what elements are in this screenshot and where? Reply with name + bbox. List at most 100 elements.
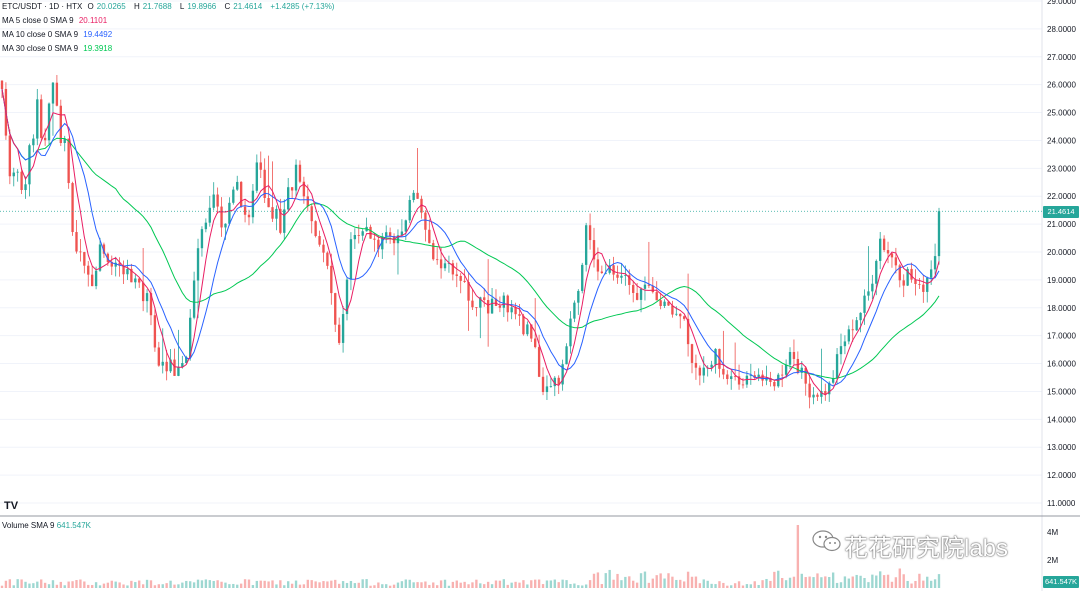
ma10-label: MA 10 close 0 SMA 9 bbox=[2, 30, 79, 39]
price-tick-label: 12.0000 bbox=[1047, 471, 1076, 480]
volume-bar bbox=[710, 583, 713, 588]
ma30-label: MA 30 close 0 SMA 9 bbox=[2, 44, 79, 53]
volume-bar bbox=[239, 583, 243, 588]
candle-body bbox=[914, 279, 917, 284]
price-tick-label: 14.0000 bbox=[1047, 415, 1076, 424]
volume-bar bbox=[816, 573, 819, 588]
candle-body bbox=[675, 313, 678, 315]
volume-bar bbox=[392, 584, 396, 588]
volume-bar bbox=[722, 582, 725, 588]
candle-body bbox=[20, 171, 23, 191]
candle-body bbox=[345, 279, 349, 315]
volume-bar bbox=[882, 575, 886, 588]
volume-bar bbox=[561, 579, 564, 588]
volume-bar bbox=[79, 579, 82, 588]
volume-bar bbox=[337, 583, 341, 588]
price-tick-label: 24.0000 bbox=[1047, 136, 1076, 145]
volume-bar bbox=[632, 580, 635, 588]
candle-body bbox=[604, 272, 607, 274]
volume-bar bbox=[545, 580, 549, 588]
volume-bar bbox=[290, 583, 294, 588]
candle-body bbox=[882, 238, 886, 251]
volume-bar bbox=[479, 583, 482, 588]
volume-bar bbox=[855, 574, 858, 588]
candle-body bbox=[141, 282, 145, 302]
ma30-legend[interactable]: MA 30 close 0 SMA 9 19.3918 bbox=[2, 44, 115, 54]
candle-body bbox=[518, 314, 521, 316]
candle-body bbox=[236, 181, 239, 190]
candle-body bbox=[455, 274, 458, 276]
candle-body bbox=[522, 315, 525, 335]
candle-body bbox=[929, 269, 933, 278]
volume-bar bbox=[526, 584, 529, 588]
candle-body bbox=[588, 225, 592, 241]
volume-bar bbox=[694, 576, 698, 588]
volume-label: Volume SMA 9 bbox=[2, 521, 55, 530]
candle-body bbox=[0, 80, 4, 89]
candle-body bbox=[863, 295, 866, 313]
candle-body bbox=[75, 232, 78, 252]
ma5-legend[interactable]: MA 5 close 0 SMA 9 20.1101 bbox=[2, 16, 110, 26]
candle-body bbox=[628, 275, 631, 285]
candle-body bbox=[16, 171, 19, 173]
volume-bar bbox=[624, 576, 627, 588]
candle-body bbox=[565, 346, 568, 365]
candle-body bbox=[283, 209, 286, 233]
candle-body bbox=[745, 375, 749, 385]
volume-bar bbox=[781, 578, 784, 588]
volume-bar bbox=[824, 576, 827, 588]
candle-body bbox=[871, 283, 874, 292]
candle-body bbox=[149, 293, 153, 316]
candle-body bbox=[404, 220, 407, 232]
volume-bar bbox=[126, 585, 129, 588]
volume-bar bbox=[604, 573, 607, 588]
volume-bar bbox=[671, 576, 674, 588]
ma10-legend[interactable]: MA 10 close 0 SMA 9 19.4492 bbox=[2, 30, 115, 40]
volume-bar bbox=[902, 574, 905, 588]
candle-body bbox=[298, 164, 302, 182]
volume-bar bbox=[592, 573, 596, 588]
volume-tick-label: 2M bbox=[1047, 556, 1058, 565]
candle-body bbox=[620, 275, 623, 278]
volume-bar bbox=[47, 584, 51, 588]
candle-body bbox=[12, 172, 15, 177]
candle-body bbox=[847, 329, 851, 342]
candle-body bbox=[388, 232, 392, 237]
candle-body bbox=[467, 281, 470, 301]
volume-bar bbox=[714, 584, 717, 588]
volume-bar bbox=[753, 581, 756, 588]
volume-tick-label: 4M bbox=[1047, 528, 1058, 537]
volume-bar bbox=[349, 580, 353, 588]
candle-body bbox=[314, 221, 317, 237]
volume-bar bbox=[706, 580, 709, 588]
candle-body bbox=[416, 192, 419, 199]
candle-body bbox=[788, 351, 792, 365]
candle-body bbox=[192, 280, 196, 318]
candle-body bbox=[690, 344, 694, 363]
tradingview-logo-icon[interactable]: TV bbox=[4, 500, 19, 512]
volume-bar bbox=[365, 579, 368, 588]
candle-body bbox=[471, 300, 474, 308]
volume-bar bbox=[769, 580, 772, 588]
symbol-title[interactable]: ETC/USDT · 1D · HTX bbox=[2, 2, 83, 11]
volume-bar bbox=[118, 582, 121, 588]
candle-body bbox=[200, 229, 204, 249]
candle-body bbox=[886, 250, 890, 254]
volume-legend[interactable]: Volume SMA 9 641.547K bbox=[2, 521, 91, 530]
candle-body bbox=[169, 359, 172, 372]
candle-body bbox=[232, 189, 235, 203]
candle-body bbox=[55, 82, 59, 106]
candle-body bbox=[216, 194, 219, 207]
volume-bars bbox=[0, 525, 941, 588]
candle-body bbox=[851, 329, 854, 331]
candle-body bbox=[412, 192, 415, 200]
candle-body bbox=[804, 367, 807, 384]
candle-body bbox=[63, 138, 66, 144]
candle-body bbox=[381, 236, 384, 250]
candle-body bbox=[867, 291, 870, 296]
volume-bar bbox=[863, 578, 866, 588]
candle-body bbox=[820, 391, 823, 397]
volume-bar bbox=[510, 582, 513, 588]
candle-body bbox=[385, 232, 388, 237]
